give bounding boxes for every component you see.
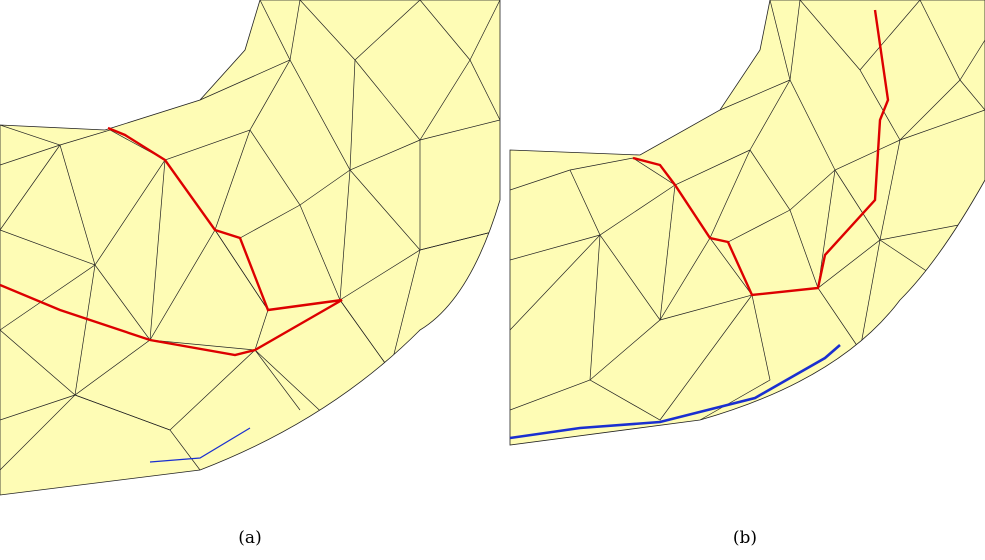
panel-a xyxy=(0,0,501,496)
panel-b xyxy=(509,0,985,446)
mesh-surface xyxy=(0,0,501,496)
caption: (b) xyxy=(733,528,757,548)
caption: (a) xyxy=(238,528,261,548)
blue-path xyxy=(509,344,841,440)
blue-path xyxy=(149,427,251,463)
red-path xyxy=(0,126,343,357)
mesh-surface xyxy=(509,0,985,446)
red-path xyxy=(632,9,890,297)
mesh-edges xyxy=(0,0,500,471)
